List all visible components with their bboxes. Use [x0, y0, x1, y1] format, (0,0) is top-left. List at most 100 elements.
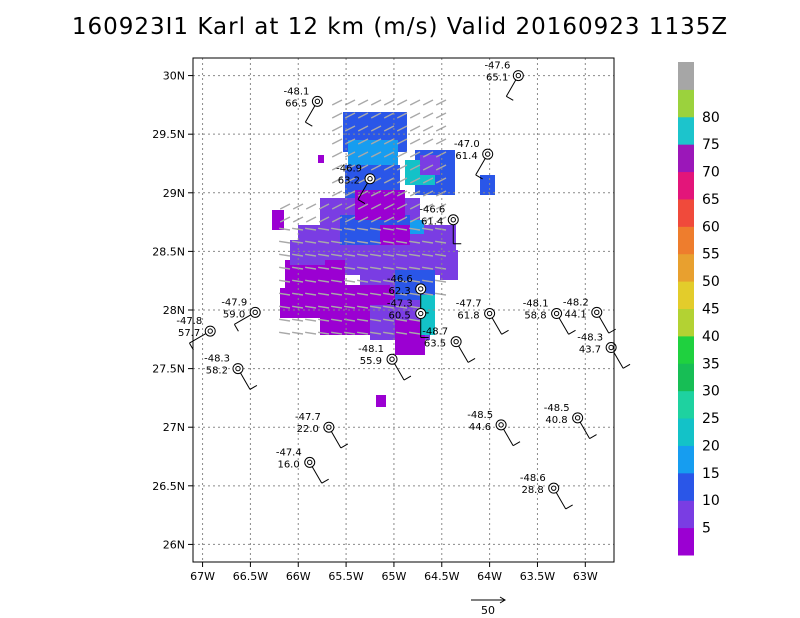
- wind-vector: [357, 164, 369, 171]
- axis-ticks: 67W 66.5W 66W 65.5W 65W 64.5W 64W 63.5W 63W 26N 26…: [152, 70, 598, 583]
- wind-speed-patch: [380, 225, 410, 245]
- reference-vector-label: 50: [481, 604, 495, 617]
- wind-vector: [383, 177, 395, 184]
- wind-vector: [396, 279, 408, 283]
- wind-vector: [305, 203, 317, 210]
- wind-vector: [396, 151, 408, 158]
- wind-vector: [409, 331, 421, 335]
- wind-vector: [344, 151, 356, 158]
- observation-top-value: -48.2: [563, 297, 589, 308]
- observation-marker: -48.343.7: [577, 333, 631, 369]
- colorbar-label: 70: [702, 165, 720, 181]
- observation-bottom-value: 44.1: [565, 309, 587, 320]
- wind-barb-flag: [340, 443, 349, 449]
- station-circle: [386, 353, 398, 365]
- observation-marker: -48.544.6: [467, 410, 521, 447]
- wind-vector: [279, 305, 291, 309]
- wind-vector: [396, 203, 408, 210]
- station-circle: [415, 308, 427, 320]
- wind-vector: [318, 216, 330, 223]
- observation-top-value: -48.5: [544, 403, 570, 414]
- colorbar-label: 50: [702, 274, 720, 290]
- wind-vector: [279, 253, 291, 257]
- wind-barb-flag: [512, 441, 521, 447]
- wind-vector: [279, 216, 291, 223]
- x-tick-label: 63W: [573, 570, 598, 583]
- colorbar-bin: [678, 253, 694, 282]
- wind-vector: [357, 227, 369, 231]
- x-tick-label: 65.5W: [328, 570, 363, 583]
- wind-speed-patch: [420, 295, 435, 335]
- wind-vector: [318, 266, 330, 270]
- wind-vector: [357, 318, 369, 322]
- wind-vector: [409, 203, 421, 210]
- wind-vector: [396, 138, 408, 145]
- colorbar-label: 15: [702, 466, 720, 482]
- y-tick-label: 27N: [163, 421, 185, 434]
- wind-vector: [331, 164, 343, 171]
- station-circle: [249, 306, 261, 318]
- wind-vector: [409, 266, 421, 270]
- y-tick-label: 28N: [163, 304, 185, 317]
- wind-vector: [292, 292, 304, 296]
- wind-barb-staff: [598, 316, 610, 334]
- wind-vector: [357, 151, 369, 158]
- wind-vector: [396, 292, 408, 296]
- y-tick-label: 29.5N: [152, 128, 185, 141]
- observation-bottom-value: 59.0: [223, 309, 245, 320]
- wind-vector: [305, 292, 317, 296]
- observation-marker: -47.722.0: [295, 412, 349, 449]
- wind-vector: [435, 164, 447, 171]
- wind-vector: [409, 279, 421, 283]
- wind-vector: [422, 216, 434, 223]
- wind-vector: [422, 190, 434, 197]
- wind-vector: [370, 331, 382, 335]
- wind-vector: [435, 227, 447, 231]
- wind-vector: [318, 279, 330, 283]
- wind-vector: [331, 305, 343, 309]
- wind-vector: [396, 125, 408, 132]
- wind-vector: [409, 318, 421, 322]
- wind-barb-flag: [565, 504, 573, 510]
- wind-vector: [305, 266, 317, 270]
- colorbar: 5 10 15 20 25 30 35 40 45 50 55 60 65 70 75 80: [678, 62, 720, 556]
- wind-barb-flag: [622, 363, 631, 369]
- wind-vector: [357, 190, 369, 197]
- colorbar-bin: [678, 335, 694, 364]
- wind-barb-staff: [613, 351, 624, 369]
- wind-vector: [344, 203, 356, 210]
- station-center: [498, 422, 504, 428]
- observation-bottom-value: 40.8: [545, 415, 567, 426]
- wind-barb-flag: [403, 375, 412, 381]
- observation-top-value: -47.0: [454, 139, 480, 150]
- wind-barb-flag: [467, 357, 476, 363]
- wind-speed-patch: [318, 155, 324, 163]
- wind-vector: [292, 305, 304, 309]
- station-center: [314, 98, 321, 105]
- wind-speed-patch: [440, 250, 458, 280]
- wind-vector: [279, 266, 291, 270]
- wind-vector: [396, 164, 408, 171]
- wind-barb-flag: [475, 174, 483, 180]
- observation-bottom-value: 61.4: [455, 151, 477, 162]
- station-circle: [323, 421, 335, 433]
- station-circle: [415, 283, 427, 295]
- colorbar-label: 25: [702, 411, 720, 427]
- observation-top-value: -47.3: [387, 299, 413, 310]
- y-tick-label: 27.5N: [152, 363, 185, 376]
- wind-vector: [409, 253, 421, 257]
- wind-vector: [357, 266, 369, 270]
- wind-vector: [383, 216, 395, 223]
- wind-vector: [422, 240, 434, 244]
- station-circle: [605, 342, 617, 354]
- observation-bottom-value: 16.0: [277, 459, 299, 470]
- chart-title: 160923I1 Karl at 12 km (m/s) Valid 20160…: [71, 14, 729, 40]
- colorbar-bin: [678, 281, 694, 309]
- wind-barb-staff: [304, 105, 316, 123]
- x-tick-label: 64.5W: [424, 570, 459, 583]
- wind-vector: [422, 253, 434, 257]
- wind-vector: [396, 331, 408, 335]
- colorbar-bin: [678, 89, 694, 118]
- wind-vector: [383, 253, 395, 257]
